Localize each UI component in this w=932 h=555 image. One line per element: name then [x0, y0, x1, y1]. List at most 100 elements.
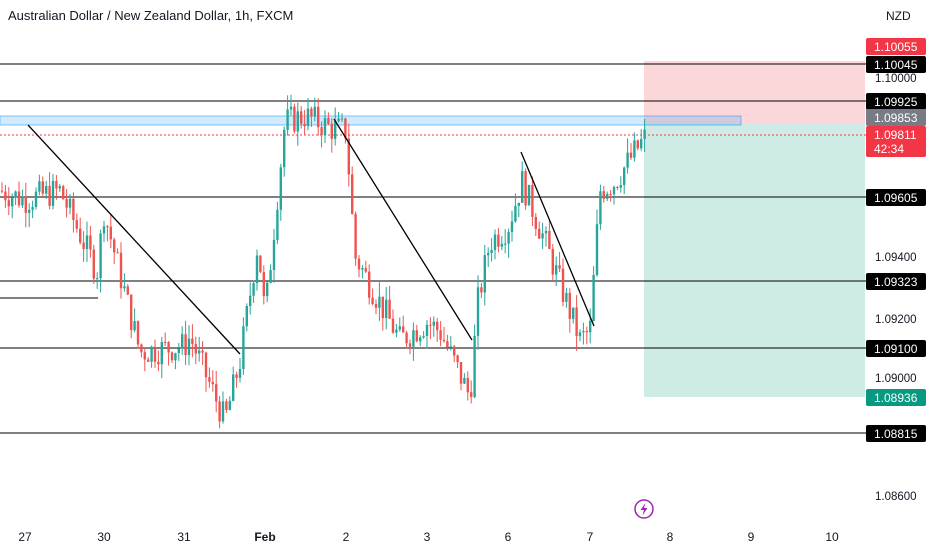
- target-price-label: 1.08936: [874, 391, 918, 405]
- candle-body: [14, 191, 17, 198]
- current-price-label: 1.09811: [874, 128, 917, 142]
- time-label: 6: [505, 530, 512, 544]
- candle-body: [211, 381, 214, 385]
- candle-body: [541, 233, 544, 239]
- candle-body: [510, 221, 514, 233]
- candle-body: [28, 209, 31, 213]
- lightning-icon[interactable]: [634, 499, 654, 519]
- time-label: 8: [667, 530, 674, 544]
- entry-price-label: 1.09853: [874, 111, 918, 125]
- candle-body: [422, 336, 425, 338]
- candle-body: [147, 359, 150, 362]
- candle-body: [490, 249, 493, 253]
- candle-body: [310, 108, 313, 117]
- candle-body: [616, 187, 619, 189]
- candle-body: [446, 341, 449, 348]
- candle-body: [555, 265, 558, 275]
- trend-line[interactable]: [27, 124, 241, 355]
- candle-body: [619, 185, 622, 188]
- candle-body: [405, 332, 408, 344]
- candle-body: [150, 346, 153, 362]
- candle-body: [470, 392, 473, 398]
- candle-body: [408, 343, 412, 347]
- candle-body: [283, 129, 286, 168]
- candle-body: [323, 118, 327, 136]
- candle-body: [538, 228, 541, 239]
- candle-body: [334, 121, 337, 139]
- time-axis[interactable]: [0, 520, 866, 550]
- candle-body: [456, 355, 459, 363]
- candle-body: [51, 180, 55, 206]
- candle-body: [381, 296, 384, 319]
- candle-body: [636, 140, 639, 149]
- candle-body: [160, 341, 163, 365]
- time-label: 31: [177, 530, 191, 544]
- candle-body: [612, 187, 616, 195]
- time-label: Feb: [254, 530, 275, 544]
- take-profit-zone[interactable]: [644, 123, 865, 397]
- candle-body: [65, 199, 68, 208]
- candle-body: [174, 353, 177, 361]
- candle-body: [388, 299, 391, 319]
- candle-body: [374, 303, 378, 308]
- candle-body: [79, 228, 82, 243]
- candle-body: [565, 292, 568, 302]
- candle-body: [4, 191, 7, 201]
- candle-body: [527, 184, 531, 206]
- candle-body: [480, 287, 483, 293]
- candle-body: [116, 252, 119, 254]
- candle-body: [521, 171, 524, 203]
- stop-loss-zone[interactable]: [644, 61, 865, 123]
- candle-body: [34, 191, 38, 207]
- candle-body: [242, 326, 245, 370]
- candle-body: [544, 230, 548, 234]
- candle-body: [514, 205, 517, 222]
- candle-body: [157, 361, 160, 365]
- candle-body: [497, 234, 500, 247]
- candle-body: [232, 374, 235, 401]
- price-tick: 1.09400: [875, 252, 917, 264]
- candle-body: [167, 342, 170, 353]
- trend-line[interactable]: [520, 151, 595, 327]
- resistance-zone[interactable]: [0, 115, 742, 126]
- candle-body: [126, 286, 129, 295]
- candle-body: [109, 226, 112, 240]
- candle-body: [368, 271, 371, 298]
- candle-body: [99, 233, 102, 279]
- candle-body: [640, 138, 643, 149]
- candle-body: [249, 295, 252, 306]
- candle-body: [266, 282, 269, 297]
- candle-body: [347, 138, 350, 175]
- candle-body: [582, 330, 585, 333]
- candle-body: [493, 234, 497, 250]
- trend-line[interactable]: [333, 118, 473, 341]
- candle-body: [436, 321, 439, 331]
- candle-body: [606, 194, 609, 199]
- candle-body: [385, 299, 388, 319]
- level-tag-label: 1.08815: [874, 427, 918, 441]
- candle-body: [255, 255, 259, 284]
- level-tag-label: 1.09925: [874, 95, 918, 109]
- candle-body: [259, 255, 262, 273]
- entry-price-tag: [866, 109, 926, 126]
- candle-body: [313, 106, 316, 117]
- candle-body: [344, 118, 347, 139]
- candle-body: [119, 252, 123, 289]
- price-tick: 1.08600: [875, 491, 917, 503]
- candle-body: [133, 321, 136, 331]
- candle-body: [113, 239, 116, 253]
- candle-body: [439, 330, 442, 340]
- time-label: 7: [587, 530, 594, 544]
- candle-body: [303, 123, 306, 127]
- candle-body: [92, 249, 95, 279]
- candle-body: [177, 348, 180, 354]
- candlestick-series: [0, 94, 646, 429]
- candle-body: [466, 377, 469, 393]
- time-label: 2: [343, 530, 350, 544]
- candle-body: [351, 174, 354, 214]
- candle-body: [361, 268, 364, 270]
- candle-body: [357, 258, 361, 270]
- stop-price-tag: [866, 38, 926, 55]
